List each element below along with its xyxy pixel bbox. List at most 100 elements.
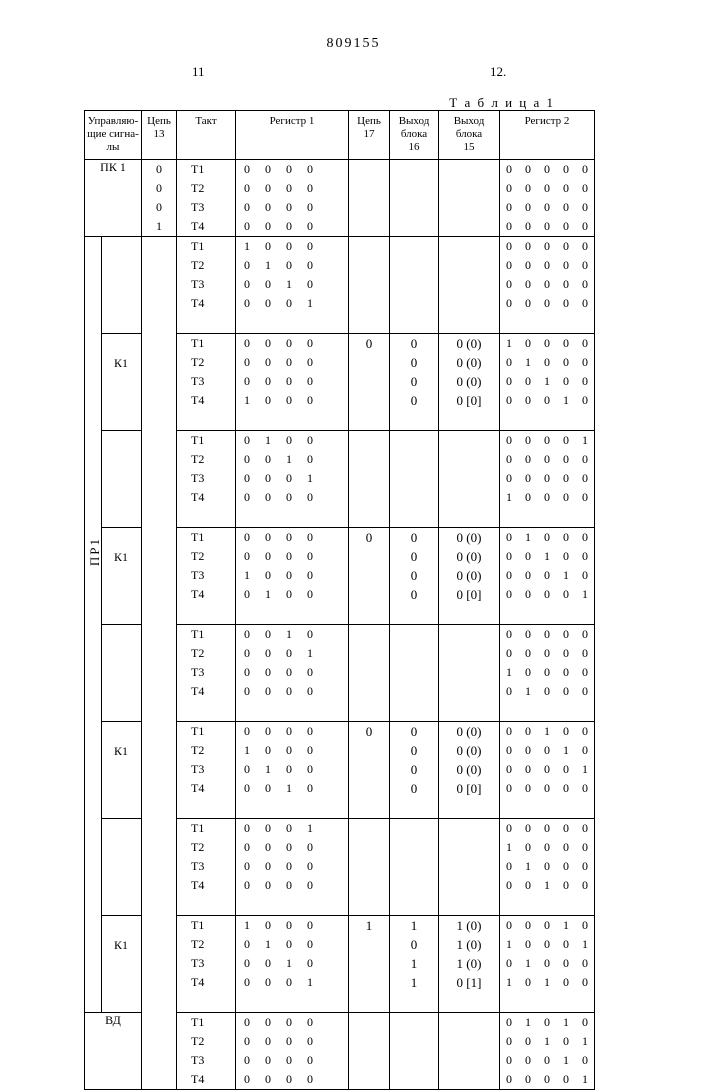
cell <box>390 625 438 644</box>
cell: 0 0 1 0 <box>236 625 348 644</box>
cell <box>349 838 389 857</box>
cell: Т4 <box>177 294 235 313</box>
cell: 0 0 0 0 <box>236 682 348 701</box>
cell: 1 0 0 0 0 <box>500 838 594 857</box>
cell <box>349 469 389 488</box>
cell: Т1 <box>177 431 235 450</box>
sig-pk1: ПК 1 <box>85 159 142 236</box>
cell: 0 0 0 1 <box>236 819 348 838</box>
h-b15: Выходблока15 <box>439 111 500 160</box>
sig-sub <box>101 624 141 721</box>
cell: Т2 <box>177 256 235 275</box>
cell: 0 0 0 0 <box>236 488 348 507</box>
cell <box>349 585 389 604</box>
cell: 0 0 0 0 <box>236 528 348 547</box>
cell: 0 0 0 1 <box>236 644 348 663</box>
table-body: ПК 10001Т1Т2Т3Т40 0 0 00 0 0 00 0 0 00 0… <box>85 159 595 1089</box>
cell: 0 0 0 1 <box>236 469 348 488</box>
cell: 0 0 0 0 <box>236 1070 348 1089</box>
header-row: Управляю-щие сигна-лы Цепь13 Такт Регист… <box>85 111 595 160</box>
cell: 0 0 0 0 <box>236 663 348 682</box>
cell <box>439 198 499 217</box>
cell: 0 1 0 0 0 <box>500 857 594 876</box>
cell: 0 0 0 0 <box>236 838 348 857</box>
cell <box>439 857 499 876</box>
cell: 0 0 0 0 0 <box>500 217 594 236</box>
cell: 0 0 0 0 1 <box>500 431 594 450</box>
data-table: Управляю-щие сигна-лы Цепь13 Такт Регист… <box>84 110 595 1090</box>
cell: 1 (0) <box>439 935 499 954</box>
cell <box>439 294 499 313</box>
cell <box>439 217 499 236</box>
cell: 0 <box>390 741 438 760</box>
cell: 0 0 1 0 <box>236 450 348 469</box>
cell <box>349 217 389 236</box>
cell: 0 <box>142 198 176 217</box>
cell: 0 <box>390 566 438 585</box>
cell <box>439 256 499 275</box>
cell: 0 <box>390 779 438 798</box>
cell: 0 0 1 0 0 <box>500 372 594 391</box>
h-c13: Цепь13 <box>142 111 177 160</box>
cell: 0 0 0 0 0 <box>500 779 594 798</box>
cell <box>349 760 389 779</box>
cell: 0 <box>142 160 176 179</box>
cell: 0 <box>390 935 438 954</box>
cell <box>390 1070 438 1089</box>
cell: Т4 <box>177 779 235 798</box>
cell: Т1 <box>177 722 235 741</box>
cell: 0 0 0 0 0 <box>500 198 594 217</box>
cell: 0 <box>390 391 438 410</box>
cell <box>349 275 389 294</box>
cell: 1 0 0 0 0 <box>500 663 594 682</box>
sig-sub <box>101 818 141 915</box>
cell <box>390 838 438 857</box>
cell: 1 <box>390 973 438 992</box>
cell <box>439 1032 499 1051</box>
cell: 0 0 0 0 <box>236 722 348 741</box>
cell <box>349 198 389 217</box>
cell <box>349 1013 389 1032</box>
cell <box>349 256 389 275</box>
cell <box>390 179 438 198</box>
cell <box>349 179 389 198</box>
h-sig: Управляю-щие сигна-лы <box>85 111 142 160</box>
cell <box>390 682 438 701</box>
cell: 0 0 1 0 1 <box>500 1032 594 1051</box>
cell: 0 0 0 0 0 <box>500 275 594 294</box>
sig-sub <box>101 237 141 334</box>
cell: Т2 <box>177 353 235 372</box>
cell: 0 0 0 0 0 <box>500 644 594 663</box>
h-c17: Цепь17 <box>349 111 390 160</box>
cell <box>349 779 389 798</box>
cell: 0 (0) <box>439 372 499 391</box>
sig-sub: К1 <box>101 721 141 818</box>
cell: 0 0 0 0 <box>236 160 348 179</box>
cell: 0 [0] <box>439 779 499 798</box>
cell <box>439 876 499 895</box>
cell: 0 1 0 0 <box>236 431 348 450</box>
sig-sub: К1 <box>101 915 141 1012</box>
cell <box>349 294 389 313</box>
cell: 1 <box>390 954 438 973</box>
cell <box>439 1013 499 1032</box>
cell <box>349 547 389 566</box>
cell: 0 0 0 0 <box>236 876 348 895</box>
cell: Т1 <box>177 334 235 353</box>
cell: 1 0 1 0 0 <box>500 973 594 992</box>
cell: Т4 <box>177 217 235 236</box>
cell: 0 [1] <box>439 973 499 992</box>
cell: 0 0 1 0 <box>236 275 348 294</box>
cell <box>390 160 438 179</box>
cell: 0 0 0 0 0 <box>500 450 594 469</box>
cell: 0 <box>390 334 438 353</box>
cell <box>390 857 438 876</box>
cell <box>349 876 389 895</box>
cell: Т3 <box>177 469 235 488</box>
row-group: ПК 10001Т1Т2Т3Т40 0 0 00 0 0 00 0 0 00 0… <box>85 159 595 236</box>
cell: 0 0 0 0 <box>236 1051 348 1070</box>
cell <box>439 160 499 179</box>
cell: 1 0 0 0 1 <box>500 935 594 954</box>
cell: 0 0 0 0 0 <box>500 256 594 275</box>
cell: 0 0 0 1 0 <box>500 916 594 935</box>
